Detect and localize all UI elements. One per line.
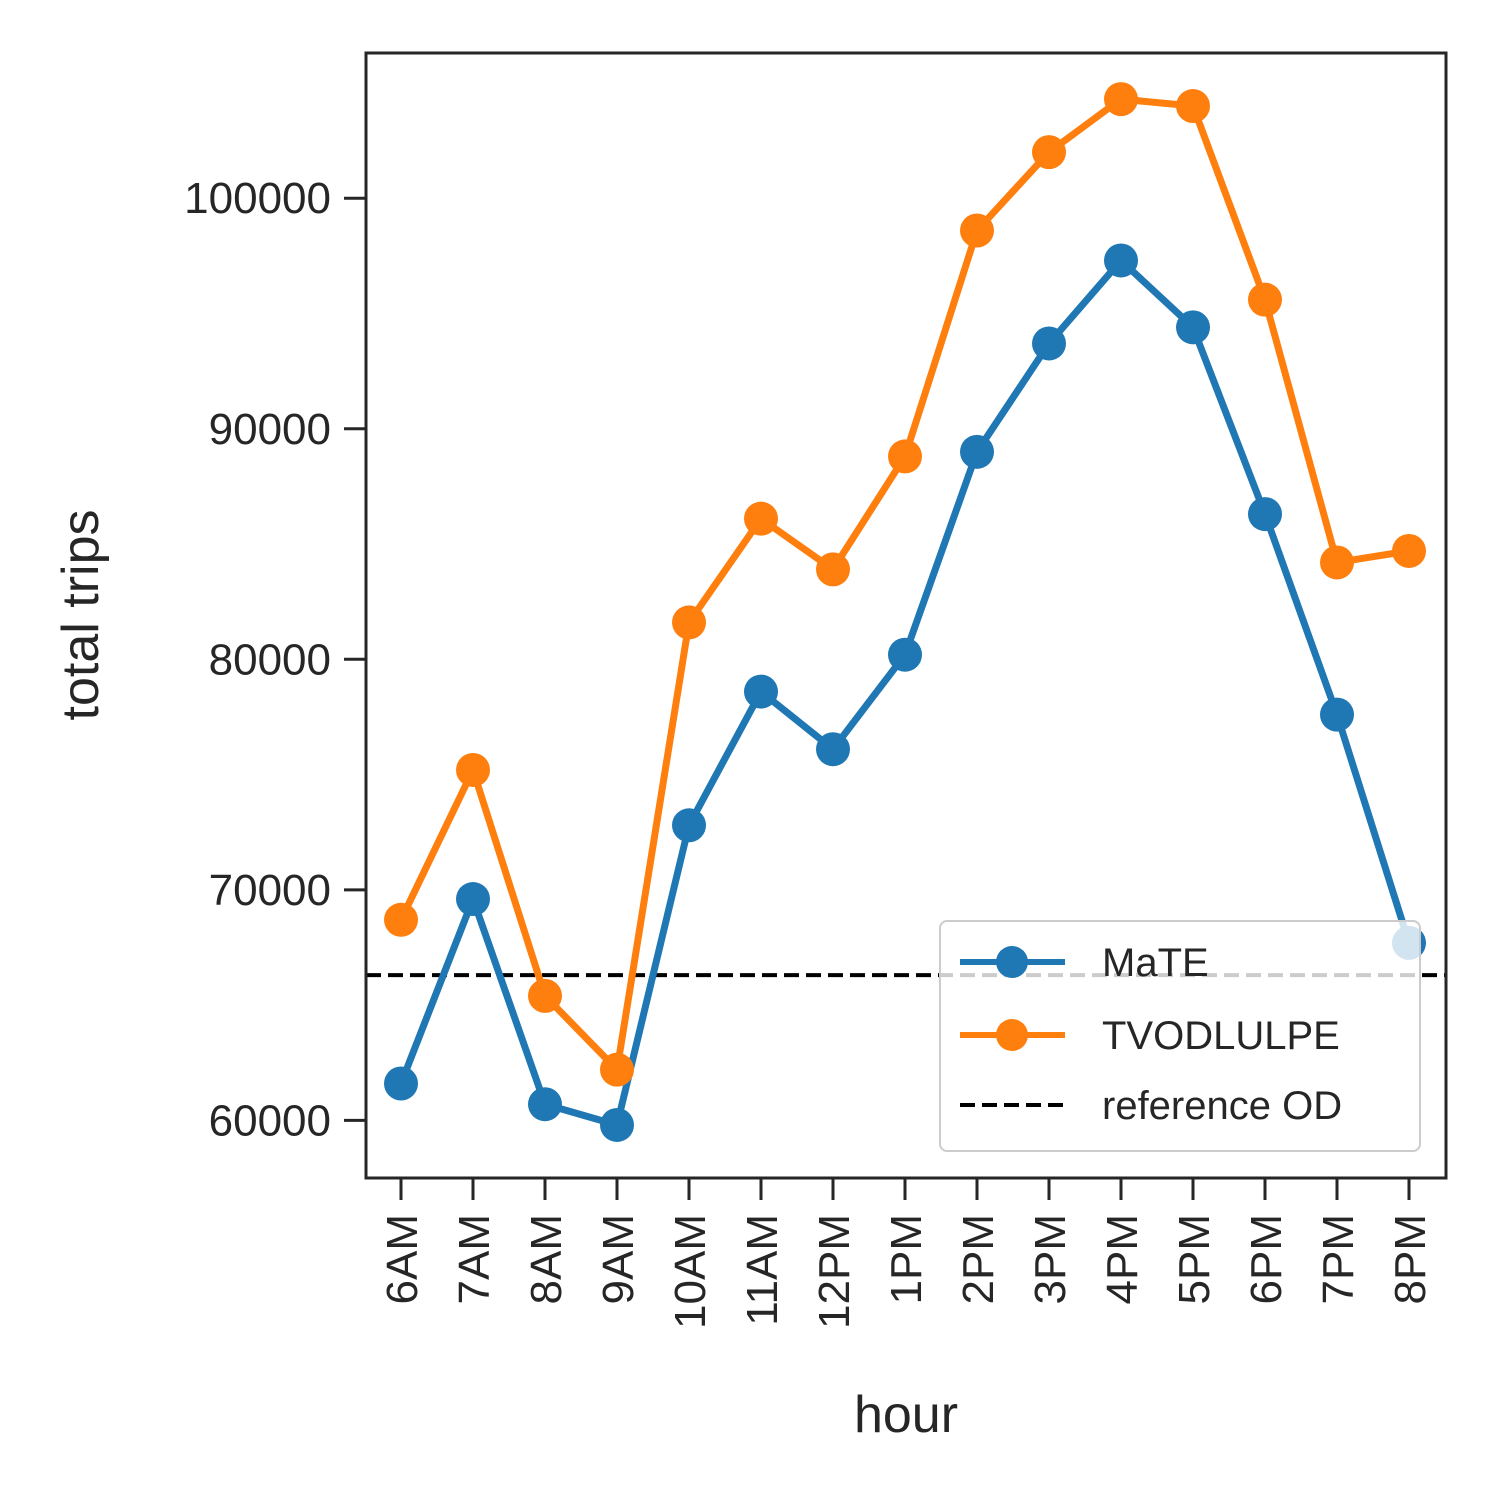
data-point-mate [744, 674, 778, 709]
data-point-mate [1320, 697, 1354, 732]
data-point-tvodlulpe [456, 752, 490, 787]
data-point-tvodlulpe [384, 902, 418, 937]
y-axis-label: total trips [52, 510, 110, 721]
legend-label-mate: MaTE [1102, 941, 1209, 985]
y-tick-label: 70000 [209, 866, 331, 915]
data-point-tvodlulpe [528, 978, 562, 1013]
y-tick-label: 80000 [209, 635, 331, 684]
x-tick-label: 7AM [450, 1214, 499, 1304]
x-tick-label: 5PM [1170, 1214, 1219, 1304]
x-tick-label: 8AM [522, 1214, 571, 1304]
y-tick-label: 100000 [184, 174, 331, 223]
data-point-mate [672, 808, 706, 843]
data-point-tvodlulpe [1104, 82, 1138, 117]
data-point-mate [1032, 326, 1066, 361]
data-point-tvodlulpe [672, 605, 706, 640]
series-layer [384, 82, 1426, 1142]
data-point-tvodlulpe [1248, 282, 1282, 317]
data-point-tvodlulpe [816, 552, 850, 587]
data-point-tvodlulpe [960, 213, 994, 248]
legend-marker-tvodlulpe [996, 1019, 1028, 1051]
data-point-mate [888, 637, 922, 672]
y-axis-ticks: 60000 70000 80000 90000 100000 [184, 174, 366, 1145]
legend-label-tvodlulpe: TVODLULPE [1102, 1014, 1340, 1058]
data-point-mate [960, 434, 994, 469]
x-tick-label: 6PM [1242, 1214, 1291, 1304]
x-tick-label: 3PM [1026, 1214, 1075, 1304]
data-point-mate [1176, 310, 1210, 345]
data-point-tvodlulpe [1320, 545, 1354, 580]
data-point-tvodlulpe [1032, 135, 1066, 170]
data-point-tvodlulpe [888, 439, 922, 474]
data-point-mate [456, 882, 490, 917]
data-point-mate [600, 1107, 634, 1142]
x-axis-label: hour [854, 1386, 958, 1444]
legend-marker-mate [996, 946, 1028, 978]
data-point-mate [1104, 243, 1138, 278]
legend-box [939, 920, 1421, 1152]
y-tick-label: 90000 [209, 405, 331, 454]
data-point-tvodlulpe [1176, 89, 1210, 124]
plot-frame [364, 51, 1448, 1180]
data-point-mate [384, 1066, 418, 1101]
x-tick-label: 6AM [378, 1214, 427, 1304]
x-tick-label: 1PM [882, 1214, 931, 1304]
x-tick-label: 11AM [738, 1214, 787, 1326]
x-tick-label: 2PM [954, 1214, 1003, 1304]
x-tick-label: 10AM [666, 1214, 715, 1329]
x-axis-ticks: 6AM 7AM 8AM 9AM 10AM 11AM 12PM 1PM 2PM 3PM 4PM 5PM 6… [378, 1178, 1435, 1329]
data-point-mate [816, 732, 850, 767]
legend-label-reference-od: reference OD [1102, 1084, 1342, 1128]
x-tick-label: 7PM [1314, 1214, 1363, 1304]
x-tick-label: 8PM [1386, 1214, 1435, 1304]
x-tick-label: 4PM [1098, 1214, 1147, 1304]
x-tick-label: 9AM [594, 1214, 643, 1304]
x-tick-label: 12PM [810, 1214, 859, 1329]
y-tick-label: 60000 [209, 1096, 331, 1145]
data-point-mate [1248, 497, 1282, 532]
data-point-mate [528, 1087, 562, 1122]
data-point-tvodlulpe [744, 501, 778, 536]
data-point-tvodlulpe [1392, 533, 1426, 568]
legend: MaTE TVODLULPE reference OD [939, 920, 1421, 1152]
data-point-tvodlulpe [600, 1052, 634, 1087]
